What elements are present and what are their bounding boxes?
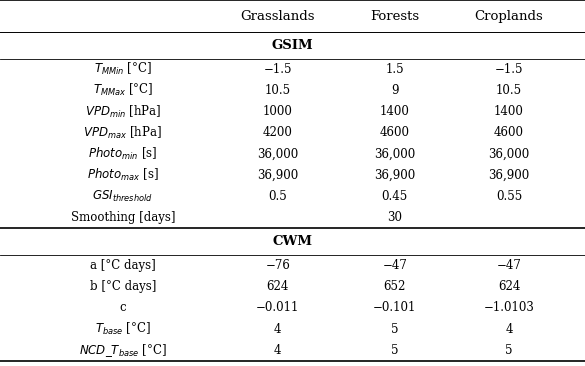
- Text: 36,900: 36,900: [374, 169, 415, 182]
- Text: 36,900: 36,900: [257, 169, 298, 182]
- Text: 4600: 4600: [380, 126, 410, 139]
- Text: 10.5: 10.5: [265, 84, 291, 97]
- Text: −1.5: −1.5: [495, 63, 523, 76]
- Text: Grasslands: Grasslands: [240, 10, 315, 23]
- Text: 4: 4: [274, 322, 281, 336]
- Text: 1000: 1000: [263, 105, 293, 118]
- Text: −47: −47: [383, 259, 407, 272]
- Text: $T_{MMax}$ [°C]: $T_{MMax}$ [°C]: [92, 82, 153, 98]
- Text: 4: 4: [505, 322, 512, 336]
- Text: CWM: CWM: [273, 235, 312, 248]
- Text: 5: 5: [391, 344, 398, 357]
- Text: 9: 9: [391, 84, 398, 97]
- Text: 0.55: 0.55: [496, 190, 522, 203]
- Text: 1400: 1400: [380, 105, 410, 118]
- Text: 10.5: 10.5: [496, 84, 522, 97]
- Text: 0.45: 0.45: [382, 190, 408, 203]
- Text: 0.5: 0.5: [269, 190, 287, 203]
- Text: c: c: [119, 301, 126, 314]
- Text: $T_{base}$ [°C]: $T_{base}$ [°C]: [95, 321, 151, 337]
- Text: Croplands: Croplands: [474, 10, 543, 23]
- Text: 624: 624: [498, 280, 520, 293]
- Text: −47: −47: [497, 259, 521, 272]
- Text: GSIM: GSIM: [271, 39, 314, 52]
- Text: −1.5: −1.5: [264, 63, 292, 76]
- Text: 36,000: 36,000: [374, 147, 415, 161]
- Text: −0.101: −0.101: [373, 301, 417, 314]
- Text: $Photo_{max}$ [s]: $Photo_{max}$ [s]: [87, 167, 159, 183]
- Text: −1.0103: −1.0103: [484, 301, 534, 314]
- Text: 4600: 4600: [494, 126, 524, 139]
- Text: 5: 5: [505, 344, 512, 357]
- Text: 4200: 4200: [263, 126, 293, 139]
- Text: −0.011: −0.011: [256, 301, 300, 314]
- Text: 5: 5: [391, 322, 398, 336]
- Text: a [°C days]: a [°C days]: [90, 259, 156, 272]
- Text: 624: 624: [267, 280, 289, 293]
- Text: 1.5: 1.5: [386, 63, 404, 76]
- Text: 4: 4: [274, 344, 281, 357]
- Text: $VPD_{max}$ [hPa]: $VPD_{max}$ [hPa]: [84, 125, 162, 141]
- Text: $Photo_{min}$ [s]: $Photo_{min}$ [s]: [88, 146, 157, 162]
- Text: 652: 652: [384, 280, 406, 293]
- Text: $NCD\_T_{base}$ [°C]: $NCD\_T_{base}$ [°C]: [79, 342, 167, 359]
- Text: 1400: 1400: [494, 105, 524, 118]
- Text: 36,000: 36,000: [488, 147, 529, 161]
- Text: b [°C days]: b [°C days]: [90, 280, 156, 293]
- Text: $GSI_{threshold}$: $GSI_{threshold}$: [92, 189, 153, 204]
- Text: $VPD_{min}$ [hPa]: $VPD_{min}$ [hPa]: [85, 104, 161, 120]
- Text: Smoothing [days]: Smoothing [days]: [71, 211, 175, 224]
- Text: $T_{MMin}$ [°C]: $T_{MMin}$ [°C]: [94, 61, 152, 77]
- Text: 36,900: 36,900: [488, 169, 529, 182]
- Text: 36,000: 36,000: [257, 147, 298, 161]
- Text: Forests: Forests: [370, 10, 419, 23]
- Text: 30: 30: [387, 211, 402, 224]
- Text: −76: −76: [266, 259, 290, 272]
